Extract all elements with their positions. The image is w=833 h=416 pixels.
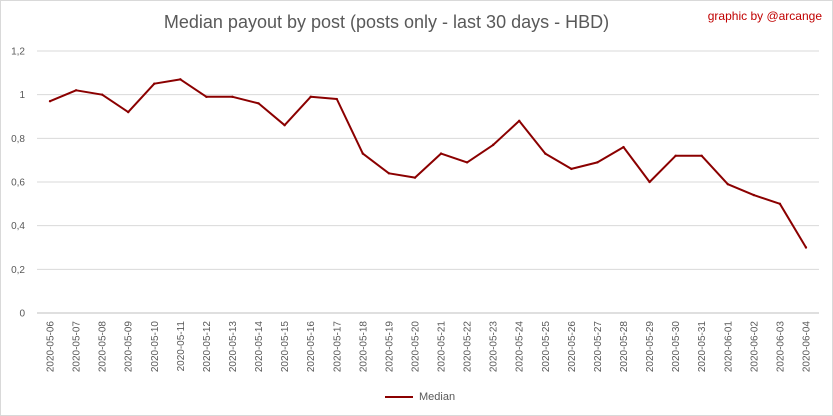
data-point: [804, 246, 808, 249]
x-tick-label: 2020-05-22: [463, 321, 474, 373]
data-point: [257, 102, 260, 105]
gridlines: [37, 50, 819, 314]
chart-title: Median payout by post (posts only - last…: [163, 12, 610, 32]
y-tick-label: 0,4: [11, 221, 25, 232]
x-axis-ticks: 2020-05-06 2020-05-07 2020-05-08 2020-05-09…: [46, 321, 813, 373]
data-point: [387, 172, 391, 175]
x-tick-label: 2020-05-26: [567, 321, 578, 373]
x-tick-label: 2020-05-18: [358, 321, 369, 373]
x-tick-label: 2020-05-13: [228, 321, 239, 373]
data-point: [622, 145, 625, 149]
x-tick-label: 2020-05-30: [671, 321, 682, 373]
x-tick-label: 2020-05-19: [384, 321, 395, 373]
x-tick-label: 2020-05-15: [280, 321, 291, 373]
x-tick-label: 2020-05-16: [306, 321, 317, 373]
data-point: [674, 154, 677, 157]
x-tick-label: 2020-05-07: [72, 321, 83, 373]
series-median: [48, 78, 808, 249]
legend: Median: [385, 389, 455, 405]
credit-text: graphic by @arcange: [707, 9, 822, 23]
data-point: [361, 152, 365, 155]
data-point: [596, 161, 599, 164]
x-tick-label: 2020-05-12: [202, 321, 213, 373]
x-tick-label: 2020-05-23: [489, 321, 500, 373]
x-tick-label: 2020-05-31: [697, 321, 708, 373]
legend-label: Median: [419, 391, 456, 403]
data-point: [309, 95, 312, 99]
x-tick-label: 2020-06-01: [723, 321, 734, 373]
data-point: [74, 89, 78, 92]
data-point: [700, 154, 703, 157]
data-point: [153, 82, 156, 85]
data-point: [544, 152, 547, 155]
x-tick-label: 2020-05-24: [515, 321, 526, 373]
data-point: [100, 93, 104, 96]
y-axis-ticks: 0 0,2 0,4 0,6 0,8 1 1,2: [11, 47, 25, 320]
x-tick-label: 2020-06-03: [775, 321, 786, 373]
x-tick-label: 2020-05-29: [645, 321, 656, 373]
y-tick-label: 0,8: [11, 134, 25, 145]
x-tick-label: 2020-05-17: [332, 321, 343, 373]
data-point: [205, 95, 208, 99]
x-tick-label: 2020-05-08: [98, 321, 109, 373]
legend-swatch: [385, 396, 413, 398]
x-tick-label: 2020-05-10: [150, 321, 161, 373]
data-point: [413, 176, 417, 179]
x-tick-label: 2020-05-21: [437, 321, 448, 373]
y-tick-label: 0,2: [11, 265, 25, 276]
x-tick-label: 2020-05-28: [619, 321, 630, 373]
y-tick-label: 1: [19, 90, 25, 101]
x-tick-label: 2020-05-20: [410, 321, 421, 373]
x-tick-label: 2020-05-14: [254, 321, 265, 373]
data-point: [491, 143, 495, 147]
data-point: [179, 78, 182, 81]
x-tick-label: 2020-06-02: [749, 321, 760, 373]
data-point: [335, 97, 338, 101]
x-tick-label: 2020-05-11: [176, 321, 187, 372]
series-line: [49, 78, 807, 249]
data-point: [648, 180, 651, 184]
data-point: [48, 100, 52, 103]
data-point: [570, 167, 573, 171]
data-point: [465, 161, 469, 164]
x-tick-label: 2020-05-06: [46, 321, 57, 373]
x-tick-label: 2020-06-04: [801, 321, 812, 373]
data-point: [127, 110, 130, 114]
data-point: [231, 95, 234, 99]
data-point: [778, 202, 782, 206]
y-tick-label: 1,2: [11, 47, 25, 58]
data-point: [518, 119, 521, 123]
y-tick-label: 0: [19, 309, 25, 320]
data-point: [752, 193, 756, 197]
y-tick-label: 0,6: [11, 178, 25, 189]
x-tick-label: 2020-05-09: [124, 321, 135, 373]
data-point: [726, 182, 729, 186]
x-tick-label: 2020-05-27: [593, 321, 604, 373]
data-point: [283, 124, 286, 127]
data-point: [439, 152, 443, 155]
x-tick-label: 2020-05-25: [541, 321, 552, 373]
